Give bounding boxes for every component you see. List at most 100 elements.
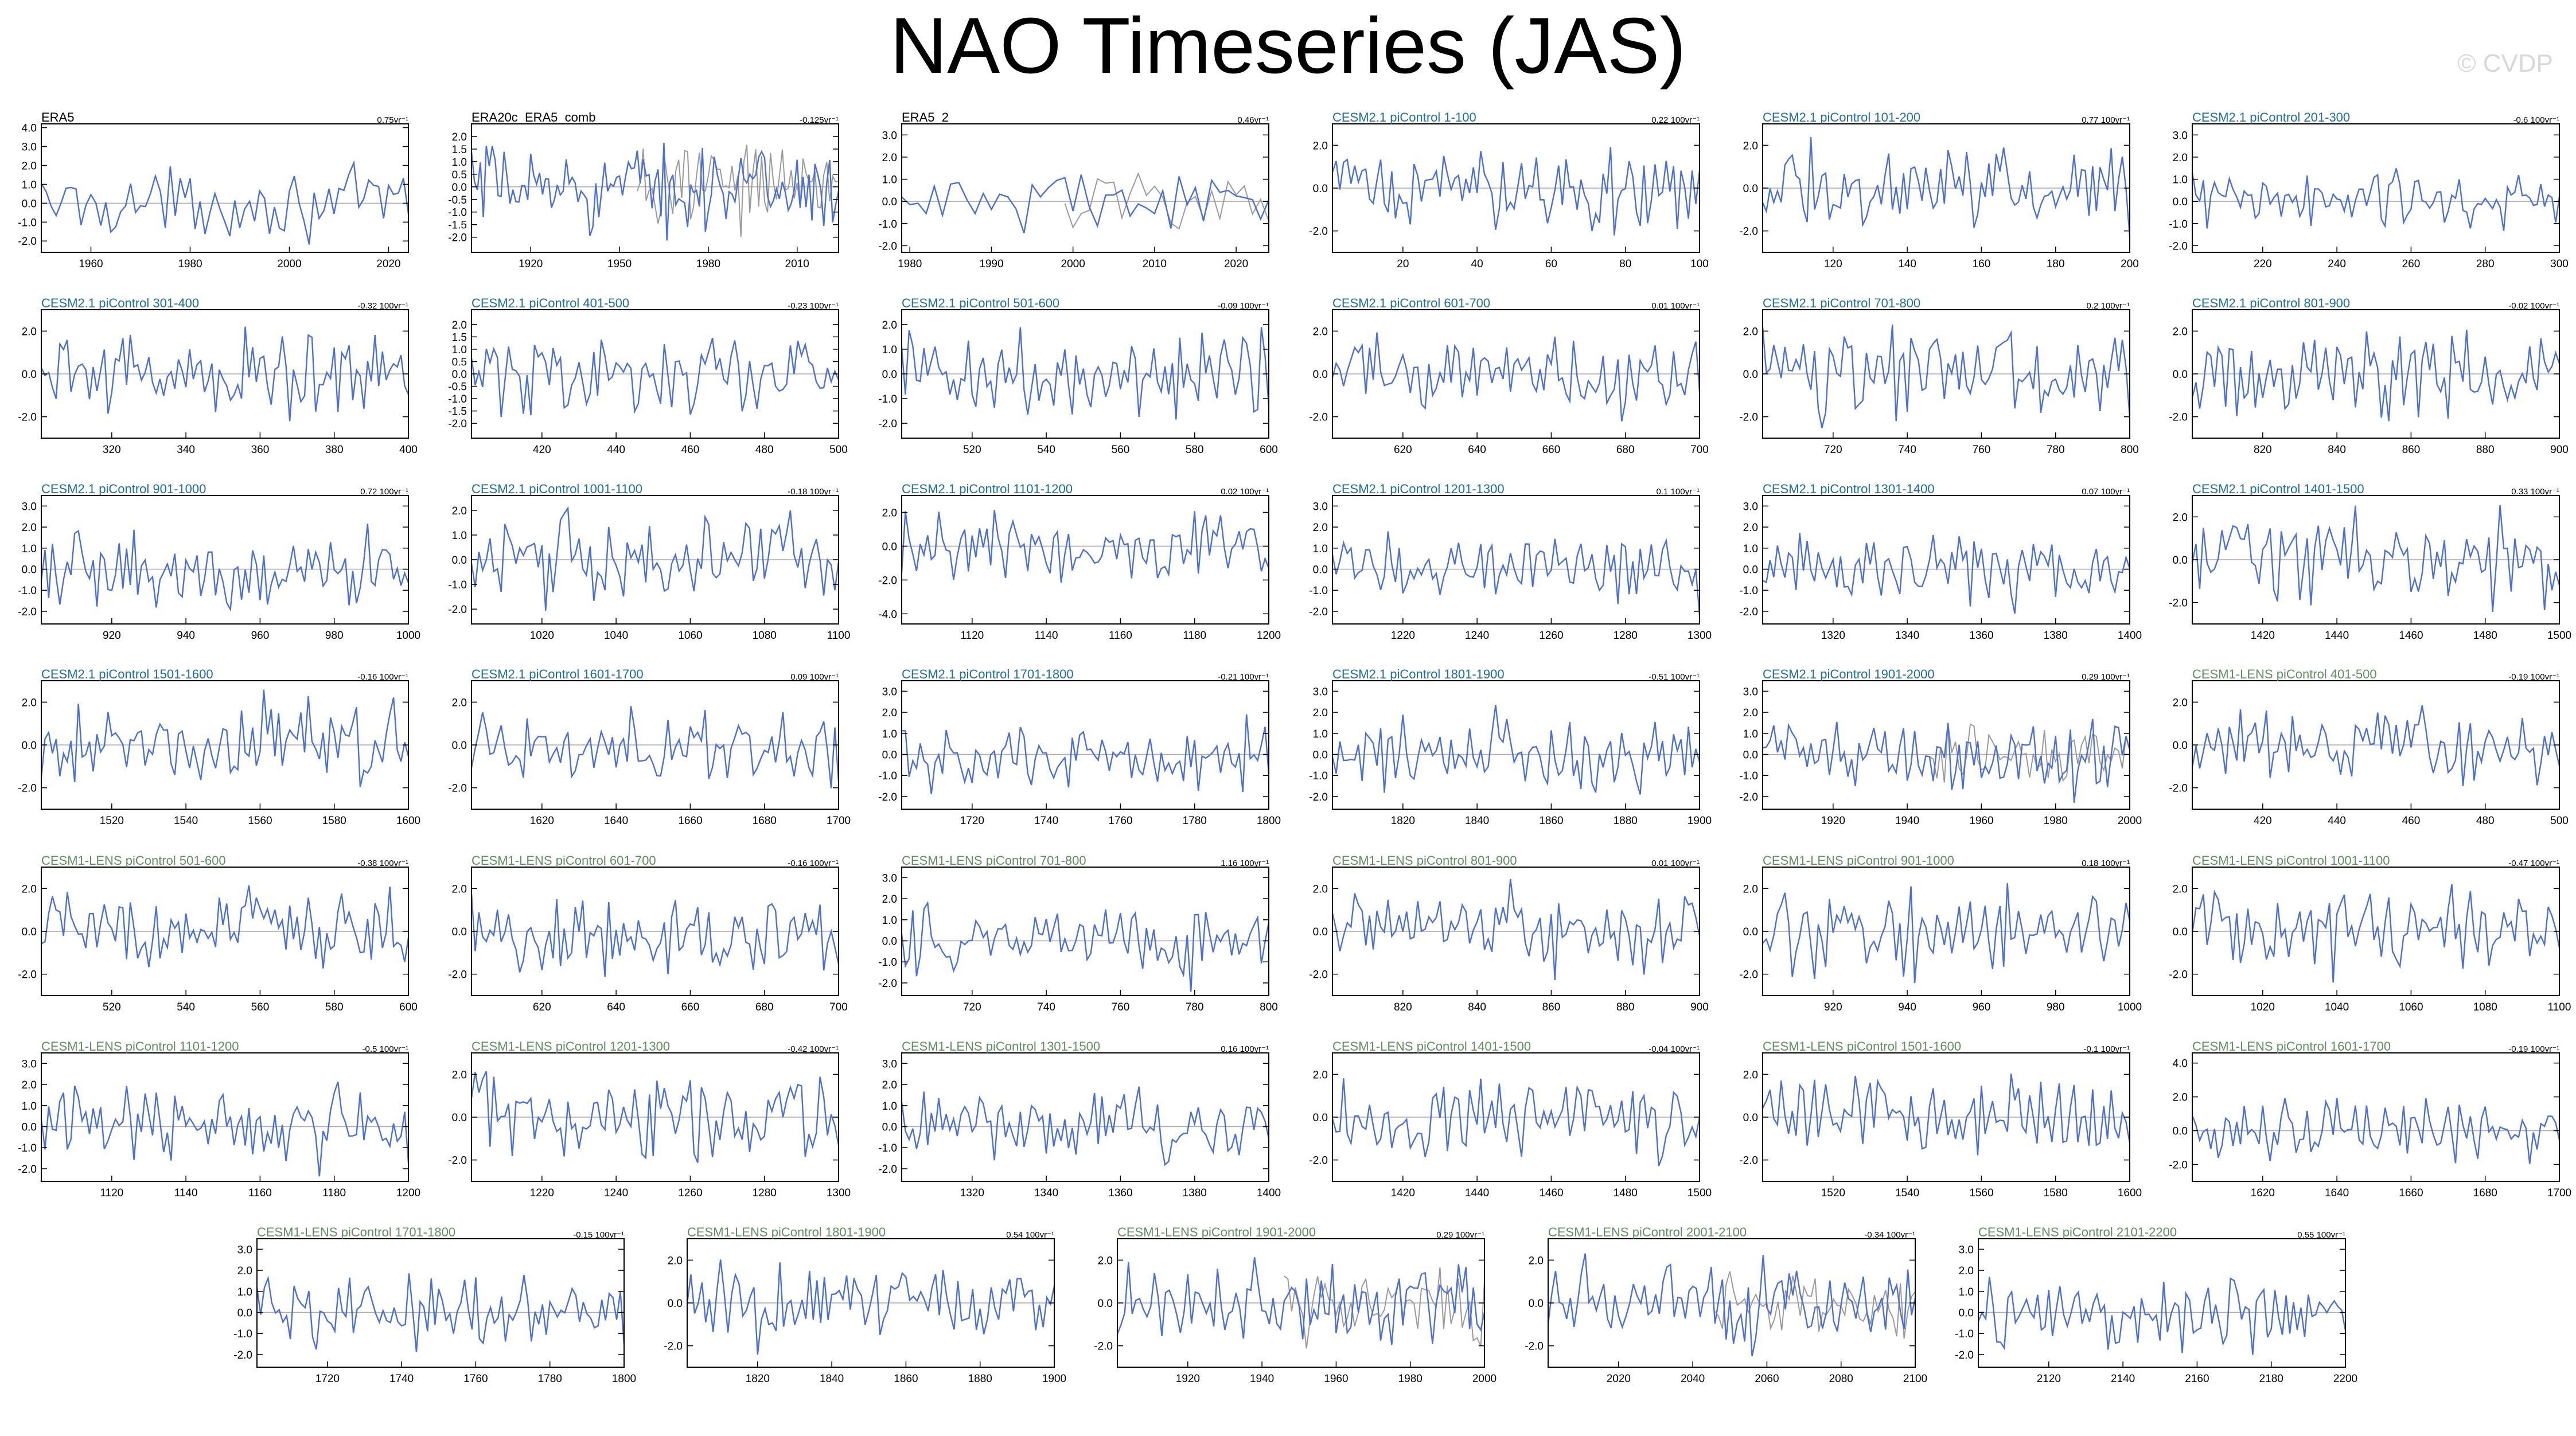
panel-title: CESM2.1 piControl 1601-1700: [471, 667, 644, 681]
y-tick-label: -1.0: [2169, 218, 2188, 231]
y-tick-label: 2.0: [882, 319, 897, 331]
x-tick-label: 2020: [376, 258, 400, 270]
x-tick-label: 1740: [389, 1373, 414, 1385]
x-tick-label: 2140: [2111, 1373, 2135, 1385]
panel-title: ERA20c_ERA5_comb: [471, 110, 596, 124]
x-tick-label: 1340: [1034, 1187, 1058, 1199]
panel-title: CESM1-LENS piControl 601-700: [471, 853, 656, 868]
x-tick-label: 200: [2121, 258, 2139, 270]
x-tick-label: 1600: [396, 815, 420, 827]
y-tick-label: -2.0: [878, 418, 897, 430]
panel-plot: 2.0 0.0 -2.0 320 340 360 380 400: [18, 309, 418, 456]
x-tick-label: 1860: [894, 1373, 918, 1385]
x-tick-label: 40: [1471, 258, 1483, 270]
series-line: [2191, 884, 2561, 983]
y-tick-label: -2.0: [1094, 1341, 1113, 1353]
panel-plot: 2.0 0.0 -2.0 1420 1440 1460 1480 1500: [2169, 495, 2571, 642]
chart-panel: 2.0 0.0 -2.0 620 640 660 680 700 CESM2.1 piContr…: [1291, 284, 1709, 456]
panel-plot: 3.0 2.0 1.0 0.0 -1.0 -2.0 1720 1740 1760 1780 1800: [233, 1238, 636, 1385]
x-tick-label: 1760: [1108, 815, 1132, 827]
series-line: [1331, 332, 1701, 422]
x-tick-label: 2180: [2259, 1373, 2283, 1385]
x-tick-label: 1660: [2399, 1187, 2423, 1199]
panel-trend: -0.47 100yr⁻¹: [2508, 859, 2559, 868]
y-tick-label: -1.0: [1309, 770, 1328, 782]
x-tick-label: 1120: [960, 630, 984, 642]
x-tick-label: 1920: [519, 258, 543, 270]
y-tick-label: -1.0: [1739, 770, 1758, 782]
panel-plot: 3.0 2.0 1.0 0.0 -1.0 -2.0 2120 2140 2160 2180 2200: [1955, 1238, 2357, 1385]
y-tick-label: 2.0: [882, 152, 897, 164]
panel-plot: 2.0 0.0 -2.0 520 540 560 580 600: [18, 867, 418, 1013]
page-title: NAO Timeseries (JAS): [890, 2, 1686, 90]
y-tick-label: -1.0: [1739, 585, 1758, 597]
y-tick-label: 2.0: [22, 160, 37, 172]
x-tick-label: 1740: [1034, 815, 1058, 827]
x-tick-label: 2000: [1061, 258, 1085, 270]
chart-panel: 2.0 0.0 -2.0 1520 1540 1560 1580 1600 CESM2.1 pi…: [0, 655, 420, 828]
x-tick-label: 1660: [678, 815, 702, 827]
chart-panel: 2.0 0.0 -2.0 20 40 60 80 100 CESM2.1 piControl 1…: [1291, 99, 1709, 271]
series-line: [1116, 1257, 1486, 1345]
panel-title: CESM2.1 piControl 1901-2000: [1763, 667, 1935, 681]
y-tick-label: 1.0: [1743, 543, 1758, 555]
y-tick-label: 3.0: [1313, 686, 1328, 698]
y-tick-label: -2.0: [878, 1164, 897, 1176]
x-tick-label: 1960: [1324, 1373, 1348, 1385]
panel-plot: 3.0 2.0 1.0 0.0 -1.0 -2.0 1120 1140 1160 1180 1200: [18, 1052, 420, 1199]
y-tick-label: 1.0: [882, 344, 897, 356]
panel-trend: 0.72 100yr⁻¹: [360, 487, 408, 497]
x-tick-label: 1100: [827, 630, 851, 642]
chart-panel: 3.0 2.0 1.0 0.0 -1.0 -2.0 720 740 760 780 800 CESM1…: [860, 842, 1278, 1014]
y-tick-label: 2.0: [1743, 522, 1758, 534]
series-line: [256, 1273, 625, 1352]
x-tick-label: 1820: [746, 1373, 770, 1385]
panel-trend: -0.125yr⁻¹: [800, 115, 839, 125]
chart-panel: 4.0 2.0 0.0 -2.0 1620 1640 1660 1680 1700 CESM1-L…: [2151, 1028, 2571, 1200]
chart-panel: 3.0 2.0 1.0 0.0 -1.0 -2.0 1220 1240 1260 1280 1300…: [1291, 470, 1712, 642]
panel-trend: 0.09 100yr⁻¹: [790, 672, 839, 682]
y-tick-label: 1.5: [452, 144, 467, 156]
y-tick-label: 3.0: [22, 142, 37, 154]
y-tick-label: -2.0: [18, 783, 37, 795]
x-tick-label: 720: [963, 1001, 981, 1013]
panel-title: CESM2.1 piControl 701-800: [1763, 296, 1921, 310]
x-tick-label: 1340: [1895, 630, 1919, 642]
panel-trend: 0.01 100yr⁻¹: [1651, 859, 1700, 868]
y-tick-label: -1.0: [878, 218, 897, 231]
x-tick-label: 820: [1394, 1001, 1412, 1013]
panel-trend: -0.1 100yr⁻¹: [2083, 1044, 2130, 1054]
x-tick-label: 1040: [2325, 1001, 2349, 1013]
panel-title: CESM1-LENS piControl 701-800: [902, 853, 1086, 868]
x-tick-label: 1640: [604, 815, 628, 827]
y-tick-label: 0.0: [1313, 183, 1328, 195]
y-tick-label: 3.0: [237, 1244, 252, 1256]
y-tick-label: 1.0: [1743, 728, 1758, 740]
x-tick-label: 580: [325, 1001, 344, 1013]
panel-title: CESM2.1 piControl 1201-1300: [1332, 482, 1505, 496]
y-tick-label: -2.0: [1309, 226, 1328, 238]
panel-trend: 1.16 100yr⁻¹: [1221, 859, 1269, 868]
series-line: [1331, 147, 1701, 236]
y-tick-label: -0.5: [448, 194, 467, 206]
panel-trend: 0.07 100yr⁻¹: [2082, 487, 2130, 497]
series-line: [2191, 168, 2561, 231]
panel-plot: 2.0 0.0 -2.0 -4.0 1120 1140 1160 1180 1200: [878, 495, 1281, 642]
panel-plot: 2.0 0.0 -2.0 620 640 660 680 700: [448, 867, 848, 1013]
panel-trend: -0.16 100yr⁻¹: [357, 672, 408, 682]
x-tick-label: 800: [1260, 1001, 1278, 1013]
panel-plot: 2.0 0.0 -2.0 920 940 960 980 1000: [1739, 867, 2142, 1013]
x-tick-label: 1420: [1391, 1187, 1415, 1199]
y-tick-label: -2.0: [448, 604, 467, 616]
x-tick-label: 1280: [753, 1187, 777, 1199]
y-tick-label: -2.0: [1739, 791, 1758, 803]
y-tick-label: 0.0: [1743, 564, 1758, 576]
x-tick-label: 2060: [1755, 1373, 1779, 1385]
plot-frame: [1762, 680, 2130, 810]
y-tick-label: 2.0: [1313, 883, 1328, 895]
y-tick-label: -2.0: [1739, 969, 1758, 981]
panel-title: CESM2.1 piControl 101-200: [1763, 110, 1921, 124]
x-tick-label: 1880: [1614, 815, 1638, 827]
panel-plot: 2.0 0.0 -2.0 620 640 660 680 700: [1309, 309, 1709, 456]
chart-panel: 3.0 2.0 1.0 0.0 -1.0 -2.0 2120 2140 2160 2180 2200…: [1937, 1213, 2357, 1386]
